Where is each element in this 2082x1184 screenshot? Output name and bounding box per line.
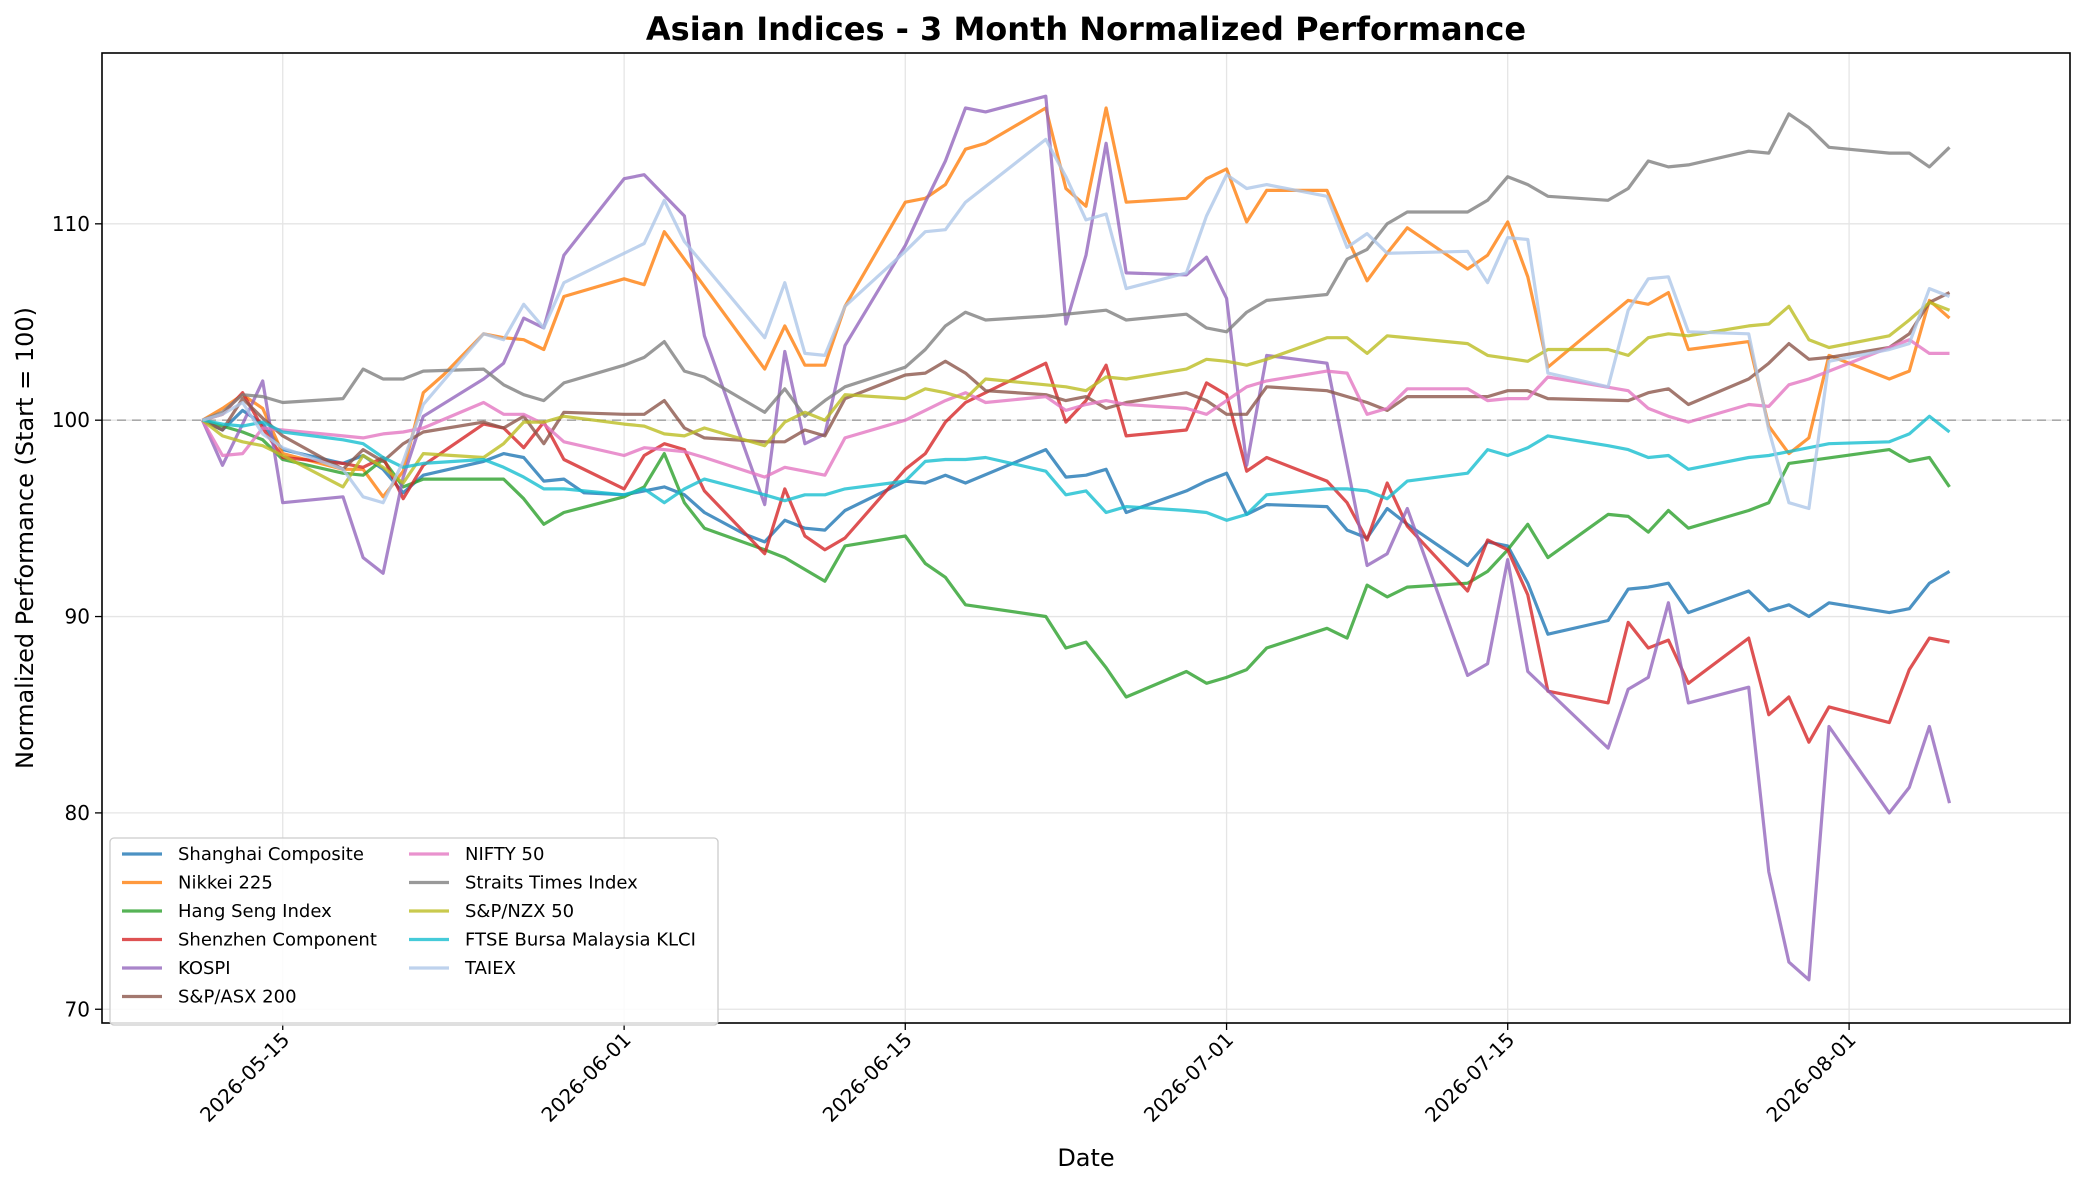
- legend-label-nikkei-225: Nikkei 225: [178, 873, 273, 894]
- legend-label-shenzhen-component: Shenzhen Component: [178, 930, 377, 951]
- y-tick-label: 90: [65, 605, 90, 629]
- plot-frame: [101, 52, 2071, 1024]
- series-line-nifty-50: [201, 338, 1950, 479]
- y-tick-label: 100: [52, 408, 90, 432]
- series-line-ftse-bursa-malaysia-klci: [202, 414, 1951, 522]
- y-axis-ticks: 70 80 90 100 110: [52, 212, 102, 1021]
- series-line-taiex: [201, 137, 1951, 511]
- x-axis-label: Date: [1057, 1144, 1114, 1172]
- legend: Shanghai Composite Nikkei 225 Hang Seng In…: [109, 837, 719, 1026]
- series-line-shanghai-composite: [201, 408, 1951, 636]
- legend-label-s-p-nzx-50: S&P/NZX 50: [465, 901, 574, 922]
- y-tick-label: 70: [65, 997, 90, 1021]
- legend-label-kospi: KOSPI: [178, 958, 231, 979]
- legend-label-hang-seng-index: Hang Seng Index: [178, 901, 332, 922]
- series-line-straits-times-index: [201, 112, 1951, 422]
- legend-label-s-p-asx-200: S&P/ASX 200: [178, 987, 297, 1008]
- series-layer: [200, 94, 1952, 982]
- y-axis-label: Normalized Performance (Start = 100): [11, 307, 39, 769]
- series-line-s-p-nzx-50: [201, 300, 1951, 489]
- series-line-kospi: [200, 94, 1952, 982]
- series-line-hang-seng-index: [201, 418, 1951, 699]
- chart-title: Asian Indices - 3 Month Normalized Perfo…: [646, 10, 1526, 48]
- series-line-s-p-asx-200: [201, 291, 1951, 471]
- legend-label-nifty-50: NIFTY 50: [465, 844, 544, 865]
- legend-label-ftse-bursa-malaysia-klci: FTSE Bursa Malaysia KLCI: [465, 930, 696, 951]
- y-tick-label: 80: [65, 801, 90, 825]
- legend-label-straits-times-index: Straits Times Index: [465, 873, 638, 894]
- legend-box: [109, 837, 719, 1026]
- y-tick-label: 110: [52, 212, 90, 236]
- legend-label-taiex: TAIEX: [464, 958, 516, 979]
- legend-label-shanghai-composite: Shanghai Composite: [178, 844, 364, 865]
